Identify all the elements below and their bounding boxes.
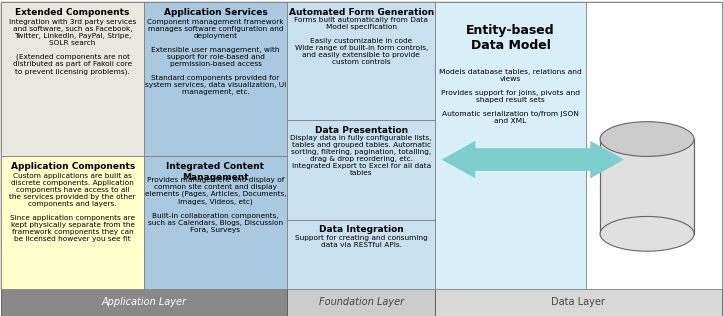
Text: Custom applications are built as
discrete components. Application
components hav: Custom applications are built as discret…: [9, 173, 136, 242]
FancyBboxPatch shape: [435, 2, 586, 289]
Polygon shape: [600, 139, 694, 234]
Text: Provides management and display of
common site content and display
elements (Pag: Provides management and display of commo…: [145, 177, 286, 233]
Text: MySQL
Database: MySQL Database: [625, 218, 669, 237]
Text: Data Presentation: Data Presentation: [315, 126, 408, 135]
FancyBboxPatch shape: [287, 289, 435, 316]
Text: Application Layer: Application Layer: [102, 297, 187, 307]
Text: Data Layer: Data Layer: [552, 297, 605, 307]
Ellipse shape: [600, 122, 694, 156]
FancyBboxPatch shape: [287, 220, 435, 289]
Text: Application Services: Application Services: [163, 8, 268, 17]
FancyBboxPatch shape: [435, 289, 722, 316]
Text: Support for creating and consuming
data via RESTful APIs.: Support for creating and consuming data …: [295, 235, 427, 248]
Text: Entity-based
Data Model: Entity-based Data Model: [466, 24, 555, 52]
Polygon shape: [442, 142, 623, 178]
Text: Integrated Content
Management: Integrated Content Management: [166, 162, 265, 181]
Text: Integration with 3rd party services
and software, such as Facebook,
Twitter, Lin: Integration with 3rd party services and …: [9, 19, 137, 75]
Text: Models database tables, relations and
views

Provides support for joins, pivots : Models database tables, relations and vi…: [439, 69, 582, 124]
FancyBboxPatch shape: [586, 2, 722, 289]
FancyBboxPatch shape: [287, 120, 435, 220]
FancyBboxPatch shape: [144, 2, 287, 156]
Ellipse shape: [600, 216, 694, 251]
FancyBboxPatch shape: [1, 2, 144, 156]
FancyBboxPatch shape: [1, 289, 287, 316]
Text: Data Integration: Data Integration: [319, 225, 403, 234]
Text: Application Components: Application Components: [11, 162, 134, 171]
Text: Display data in fully configurable lists,
tables and grouped tables. Automatic
s: Display data in fully configurable lists…: [291, 135, 432, 176]
FancyBboxPatch shape: [1, 156, 144, 289]
FancyBboxPatch shape: [144, 156, 287, 289]
Text: Forms built automatically from Data
Model specification

Easily customizable in : Forms built automatically from Data Mode…: [294, 17, 428, 65]
FancyBboxPatch shape: [287, 2, 435, 120]
Text: Extended Components: Extended Components: [15, 8, 130, 17]
Text: Automated Form Generation: Automated Form Generation: [288, 8, 434, 17]
Text: Component management framework
manages software configuration and
deployment

Ex: Component management framework manages s…: [145, 19, 286, 95]
Text: Foundation Layer: Foundation Layer: [319, 297, 403, 307]
